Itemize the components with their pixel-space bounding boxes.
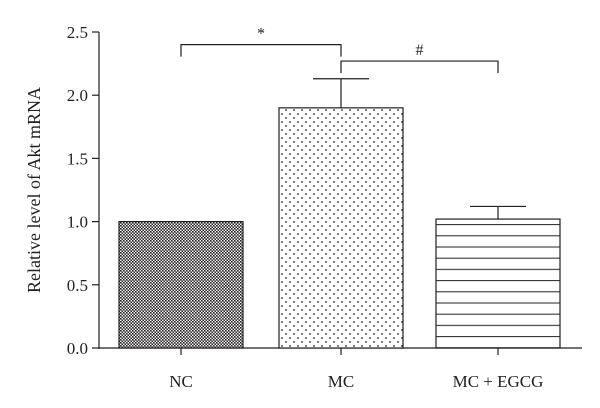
y-ticks: 0.0 0.5 1.0 1.5 2.0 2.5 [67, 23, 99, 358]
bar-mc-egcg [435, 218, 561, 349]
bars [118, 107, 561, 349]
significance-brackets: *# [180, 26, 499, 74]
x-axis: NC MC MC + EGCG [99, 347, 582, 391]
x-category-label: NC [169, 372, 193, 391]
y-tick-label: 1.5 [67, 149, 88, 168]
bar-mc [278, 107, 404, 349]
y-tick-label: 0.0 [67, 339, 88, 358]
y-tick-label: 2.0 [67, 86, 88, 105]
significance-bracket [180, 44, 342, 57]
error-bars [313, 78, 526, 220]
x-ticks: NC MC MC + EGCG [169, 348, 543, 391]
y-tick-label: 2.5 [67, 23, 88, 42]
x-category-label: MC + EGCG [453, 372, 544, 391]
significance-label: # [416, 42, 424, 59]
bar-nc [118, 221, 244, 349]
significance-label: * [257, 26, 265, 43]
significance-bracket [340, 60, 499, 74]
y-tick-label: 0.5 [67, 276, 88, 295]
y-tick-label: 1.0 [67, 213, 88, 232]
y-axis-title: Relative level of Akt mRNA [24, 87, 44, 293]
y-axis: 0.0 0.5 1.0 1.5 2.0 2.5 [67, 23, 100, 358]
x-category-label: MC [328, 372, 354, 391]
